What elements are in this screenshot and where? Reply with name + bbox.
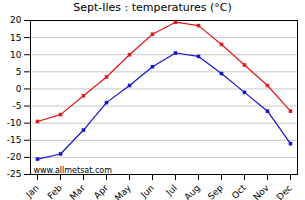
svg-text:Jul: Jul (163, 183, 178, 198)
svg-text:Dec: Dec (275, 183, 294, 200)
svg-text:Jun: Jun (138, 183, 156, 200)
svg-text:-15: -15 (7, 135, 22, 145)
svg-text:Oct: Oct (230, 182, 248, 200)
svg-text:20: 20 (10, 16, 22, 25)
svg-text:www.allmetsat.com: www.allmetsat.com (34, 166, 113, 175)
svg-text:0: 0 (16, 84, 22, 94)
svg-text:10: 10 (10, 50, 22, 60)
svg-text:Apr: Apr (92, 183, 110, 200)
svg-text:Jan: Jan (23, 183, 41, 200)
svg-text:Nov: Nov (251, 182, 271, 200)
html-text:Sept-Iles : temperatures (°C): Sept-Iles : temperatures (°C) (73, 1, 232, 14)
svg-text:Feb: Feb (46, 183, 65, 200)
svg-text:-25: -25 (7, 169, 22, 179)
svg-text:-5: -5 (13, 101, 22, 111)
svg-text:Aug: Aug (182, 183, 202, 200)
svg-text:5: 5 (16, 67, 22, 77)
svg-text:-10: -10 (7, 118, 22, 128)
svg-text:15: 15 (10, 32, 21, 42)
svg-text:May: May (113, 182, 134, 200)
svg-text:Sep: Sep (206, 183, 225, 200)
svg-text:Mar: Mar (68, 182, 87, 200)
svg-text:-20: -20 (7, 152, 22, 162)
